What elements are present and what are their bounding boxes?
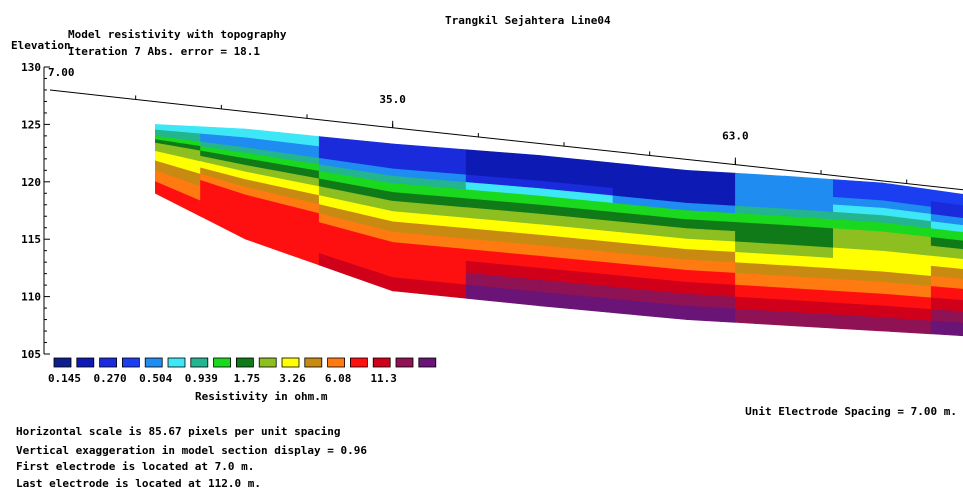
y-tick-label: 110	[21, 291, 41, 304]
section-cell	[930, 206, 963, 219]
section-cell	[930, 228, 963, 242]
section-cell	[735, 308, 785, 326]
section-cell	[832, 314, 883, 332]
colorbar-swatch	[281, 357, 300, 368]
chart-title: Trangkil Sejahtera Line04	[445, 14, 611, 27]
colorbar-swatch	[190, 357, 209, 368]
colorbar-label: 0.270	[94, 372, 127, 385]
section-cell	[930, 297, 963, 313]
footer-note: Last electrode is located at 112.0 m.	[16, 477, 262, 490]
subtitle-line: Model resistivity with topography	[68, 28, 287, 41]
section-cell	[930, 255, 963, 270]
topography-line	[49, 89, 963, 191]
electrode-spacing-note: Unit Electrode Spacing = 7.00 m.	[745, 405, 957, 418]
section-cell	[930, 201, 963, 212]
section-cell	[930, 245, 963, 260]
elevation-axis: 130 125 120 115 110 105	[21, 61, 50, 361]
section-cell	[930, 195, 963, 206]
position-label: 35.0	[379, 93, 406, 106]
colorbar-label: 1.75	[234, 372, 261, 385]
y-tick-label: 115	[21, 233, 41, 246]
section-cell	[881, 317, 932, 335]
colorbar-swatch	[99, 357, 117, 368]
colorbar-label: 0.939	[185, 372, 218, 385]
section-cell	[783, 311, 834, 329]
section-cell	[930, 237, 963, 250]
section-cell	[930, 286, 963, 301]
y-tick-label: 130	[21, 61, 41, 74]
colorbar-label: 6.08	[325, 372, 352, 385]
position-label: 63.0	[722, 130, 749, 143]
colorbar-unit-label: Resistivity in ohm.m	[195, 390, 328, 403]
y-tick-label: 120	[21, 176, 41, 189]
colorbar-swatch	[395, 357, 414, 368]
colorbar-swatch	[304, 357, 323, 368]
section-cell	[930, 320, 963, 337]
colorbar-swatch	[372, 357, 391, 368]
colorbar-swatch	[258, 357, 277, 368]
colorbar-label: 11.3	[370, 372, 397, 385]
colorbar-label: 0.145	[48, 372, 81, 385]
colorbar-swatch	[144, 357, 163, 368]
colorbar-swatch	[76, 357, 95, 368]
colorbar-swatch	[349, 357, 368, 368]
section-cell	[930, 221, 963, 233]
colorbar-swatch	[235, 357, 254, 368]
subtitle-line: Iteration 7 Abs. error = 18.1	[68, 45, 261, 58]
section-cell	[930, 309, 963, 324]
footer-note: Horizontal scale is 85.67 pixels per uni…	[16, 425, 341, 438]
section-cell	[930, 213, 963, 226]
section-cell	[930, 265, 963, 280]
colorbar-swatch	[418, 357, 437, 368]
colorbar-label: 0.504	[139, 372, 172, 385]
y-tick-label: 105	[21, 348, 41, 361]
footer-note: Vertical exaggeration in model section d…	[16, 444, 367, 457]
y-tick-label: 125	[21, 118, 41, 131]
colorbar-label: 3.26	[279, 372, 306, 385]
section-cell	[686, 305, 736, 323]
footer-note: First electrode is located at 7.0 m.	[16, 460, 255, 473]
colorbar-swatch	[53, 357, 72, 368]
colorbar-swatch	[213, 357, 232, 368]
y-axis-label: Elevation	[11, 39, 71, 52]
colorbar-swatch	[122, 357, 140, 368]
colorbar-swatch	[167, 357, 186, 368]
position-label: 7.00	[48, 66, 75, 79]
colorbar: 0.145 0.270 0.504 0.939 1.75 3.26 6.08 11.3	[48, 357, 437, 385]
section-cell	[930, 189, 963, 201]
model-section	[155, 124, 963, 337]
colorbar-swatch	[327, 357, 346, 368]
section-cell	[930, 275, 963, 290]
